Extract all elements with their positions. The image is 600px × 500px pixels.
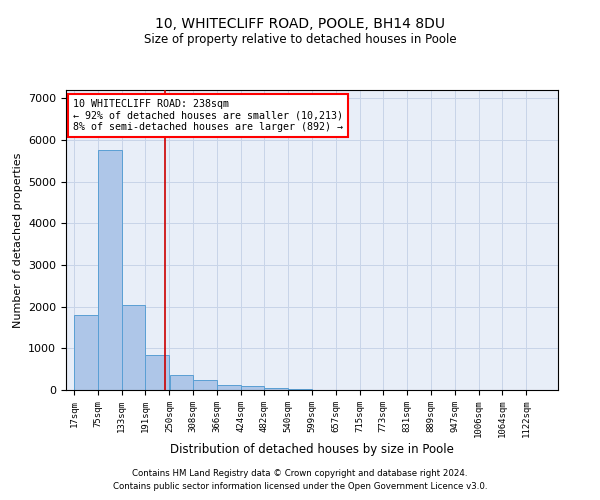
Bar bbox=[122, 304, 145, 390]
Bar bbox=[170, 374, 193, 390]
Text: Contains public sector information licensed under the Open Government Licence v3: Contains public sector information licen… bbox=[113, 482, 487, 491]
Text: 10, WHITECLIFF ROAD, POOLE, BH14 8DU: 10, WHITECLIFF ROAD, POOLE, BH14 8DU bbox=[155, 18, 445, 32]
Bar bbox=[288, 389, 312, 390]
Text: Contains HM Land Registry data © Crown copyright and database right 2024.: Contains HM Land Registry data © Crown c… bbox=[132, 468, 468, 477]
Bar bbox=[145, 356, 169, 390]
Y-axis label: Number of detached properties: Number of detached properties bbox=[13, 152, 23, 328]
Text: 10 WHITECLIFF ROAD: 238sqm
← 92% of detached houses are smaller (10,213)
8% of s: 10 WHITECLIFF ROAD: 238sqm ← 92% of deta… bbox=[73, 99, 343, 132]
Bar bbox=[74, 315, 98, 390]
Bar bbox=[241, 386, 264, 390]
Bar bbox=[193, 380, 217, 390]
Text: Size of property relative to detached houses in Poole: Size of property relative to detached ho… bbox=[143, 32, 457, 46]
Bar bbox=[217, 386, 241, 390]
Bar bbox=[265, 388, 288, 390]
Bar bbox=[98, 150, 122, 390]
X-axis label: Distribution of detached houses by size in Poole: Distribution of detached houses by size … bbox=[170, 443, 454, 456]
